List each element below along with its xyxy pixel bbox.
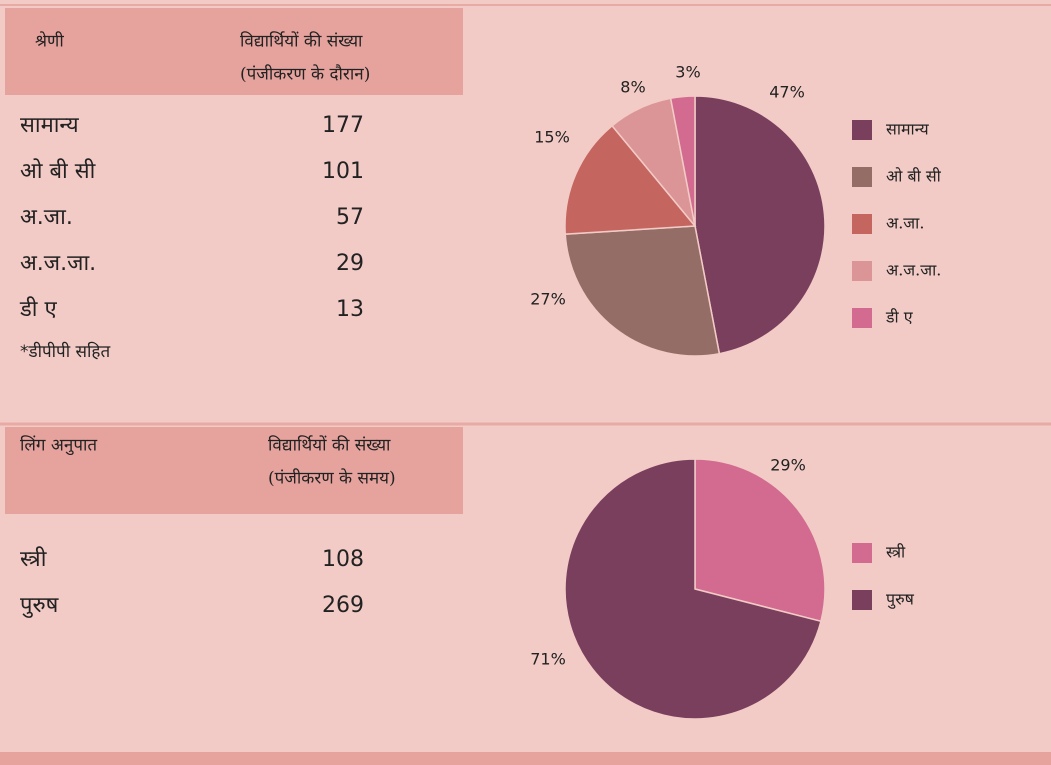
row-label: पुरुष [20, 593, 60, 618]
header-text: (पंजीकरण के दौरान) [240, 64, 370, 85]
legend-swatch [852, 167, 872, 187]
header-text: (पंजीकरण के समय) [268, 468, 396, 489]
legend-label: सामान्य [886, 120, 929, 139]
legend-swatch [852, 120, 872, 140]
legend-swatch [852, 261, 872, 281]
pie-slice [564, 124, 697, 235]
row-label: अ.ज.जा. [20, 251, 96, 276]
slice-label: 27% [530, 290, 566, 309]
slice-label: 71% [530, 650, 566, 669]
row-count: 13 [336, 297, 364, 322]
row-count: 108 [322, 547, 364, 572]
header-text: श्रेणी [35, 31, 64, 52]
row-label: सामान्य [20, 113, 80, 138]
row-count: 101 [322, 159, 364, 184]
pie-slice [564, 225, 721, 357]
bottom-band [0, 752, 1051, 765]
row-count: 269 [322, 593, 364, 618]
row-label: डी ए [19, 296, 57, 322]
slice-label: 29% [770, 456, 806, 475]
header-band [5, 8, 463, 95]
note: *डीपीपी सहित [20, 341, 110, 362]
header-text: विद्यार्थियों की संख्या [240, 31, 363, 52]
legend-label: पुरुष [886, 590, 915, 610]
legend-label: अ.जा. [886, 214, 924, 233]
legend-label: ओ बी सी [886, 167, 942, 186]
row-label: स्त्री [20, 546, 47, 572]
legend-swatch [852, 590, 872, 610]
row-count: 29 [336, 251, 364, 276]
header-text: विद्यार्थियों की संख्या [268, 435, 391, 456]
legend-swatch [852, 214, 872, 234]
row-label: ओ बी सी [20, 158, 96, 184]
legend-label: डी ए [885, 308, 914, 327]
row-label: अ.जा. [20, 205, 73, 230]
header-band [5, 427, 463, 514]
row-count: 57 [336, 205, 364, 230]
legend-label: अ.ज.जा. [886, 261, 941, 280]
slice-label: 15% [534, 128, 570, 147]
legend-swatch [852, 543, 872, 563]
header-text: लिंग अनुपात [20, 435, 97, 456]
slice-label: 47% [769, 83, 805, 102]
legend-swatch [852, 308, 872, 328]
row-count: 177 [322, 113, 364, 138]
slice-label: 8% [620, 78, 645, 97]
pie-slice [564, 458, 822, 720]
slice-label: 3% [675, 63, 700, 82]
pie-slice [694, 458, 826, 623]
pie-slice [669, 95, 696, 227]
legend-label: स्त्री [886, 543, 906, 562]
pie-slice [694, 95, 826, 355]
